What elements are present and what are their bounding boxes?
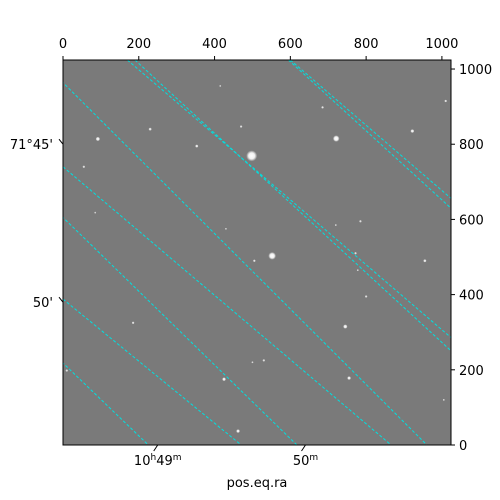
star-1: [268, 252, 277, 260]
star-8: [410, 129, 415, 133]
dec-tick-label-1: 50': [33, 296, 53, 311]
dec-grid-line-4: [290, 60, 451, 200]
right-tick-label-2: 400: [459, 289, 484, 304]
star-28: [94, 211, 97, 214]
right-tick-label-0: 0: [459, 439, 467, 454]
x-axis-title: pos.eq.ra: [227, 476, 288, 491]
left-dec-axis: 71°45' 50': [10, 138, 64, 311]
ra-tick-0: [153, 444, 159, 452]
star-7: [321, 105, 324, 109]
dec-grid-line-2: [63, 166, 392, 445]
star-18: [343, 324, 348, 329]
star-10: [82, 165, 86, 169]
star-0: [246, 150, 258, 162]
top-tick-label-4: 800: [354, 37, 379, 52]
ra-grid-line-3: [134, 60, 451, 352]
star-21: [251, 361, 254, 364]
star-3: [95, 136, 101, 142]
top-tick-label-1: 200: [126, 37, 151, 52]
right-pixel-axis: 0 200 400 600 800 1000: [451, 63, 492, 454]
star-4: [195, 144, 199, 148]
plot-frame: [62, 59, 452, 446]
ra-grid-line-1: [63, 216, 298, 445]
star-24: [236, 429, 240, 434]
dec-tick-label-0: 71°45': [10, 138, 53, 153]
star-16: [356, 269, 359, 272]
star-20: [262, 359, 266, 362]
dec-tick-0: [58, 138, 64, 145]
star-2: [332, 135, 340, 142]
star-14: [252, 259, 256, 263]
ra-tick-label-0: 10h49m: [134, 453, 182, 469]
right-tick-label-4: 800: [459, 138, 484, 153]
top-tick-label-3: 600: [278, 37, 303, 52]
right-tick-label-1: 200: [459, 364, 484, 379]
ra-grid-line-2: [63, 362, 150, 445]
star-26: [442, 398, 445, 401]
dec-grid-line-3: [63, 298, 242, 445]
star-27: [224, 227, 228, 230]
star-11: [359, 219, 362, 223]
star-15: [423, 259, 427, 263]
top-tick-label-2: 400: [202, 37, 227, 52]
sky-background: [63, 60, 451, 445]
star-23: [347, 376, 351, 381]
top-tick-label-0: 0: [59, 37, 67, 52]
star-9: [444, 99, 448, 103]
star-17: [364, 295, 368, 298]
star-22: [222, 377, 226, 382]
image-plot-area: [62, 59, 452, 446]
dec-grid-line-1: [127, 60, 451, 339]
top-tick-label-5: 1000: [425, 37, 458, 52]
star-5: [148, 127, 152, 131]
star-12: [334, 223, 337, 227]
right-tick-label-5: 1000: [459, 63, 492, 78]
ra-tick-1: [301, 444, 306, 452]
dec-tick-1: [58, 296, 64, 303]
star-29: [219, 84, 222, 88]
star-6: [239, 125, 243, 128]
stars-layer: [65, 84, 448, 434]
top-pixel-axis: 0 200 400 600 800 1000: [59, 37, 458, 60]
bottom-ra-axis: 10h49m 50m: [134, 444, 318, 469]
ra-tick-label-1: 50m: [293, 453, 318, 469]
right-tick-label-3: 600: [459, 213, 484, 228]
star-13: [354, 251, 357, 255]
ra-grid-line-0: [63, 81, 428, 445]
star-25: [65, 369, 69, 372]
ra-grid-line-4: [288, 60, 451, 209]
star-19: [131, 321, 135, 325]
coordinate-grid: [63, 60, 451, 445]
